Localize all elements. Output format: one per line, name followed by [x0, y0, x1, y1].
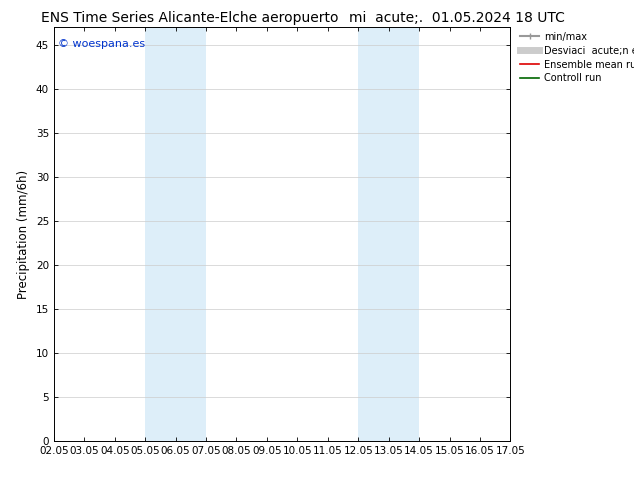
Text: © woespana.es: © woespana.es	[58, 39, 146, 49]
Text: mi  acute;.  01.05.2024 18 UTC: mi acute;. 01.05.2024 18 UTC	[349, 11, 564, 25]
Y-axis label: Precipitation (mm/6h): Precipitation (mm/6h)	[17, 170, 30, 298]
Legend: min/max, Desviaci  acute;n est  acute;ndar, Ensemble mean run, Controll run: min/max, Desviaci acute;n est acute;ndar…	[520, 32, 634, 83]
Bar	[145, 27, 206, 441]
Text: ENS Time Series Alicante-Elche aeropuerto: ENS Time Series Alicante-Elche aeropuert…	[41, 11, 339, 25]
Bar	[358, 27, 419, 441]
